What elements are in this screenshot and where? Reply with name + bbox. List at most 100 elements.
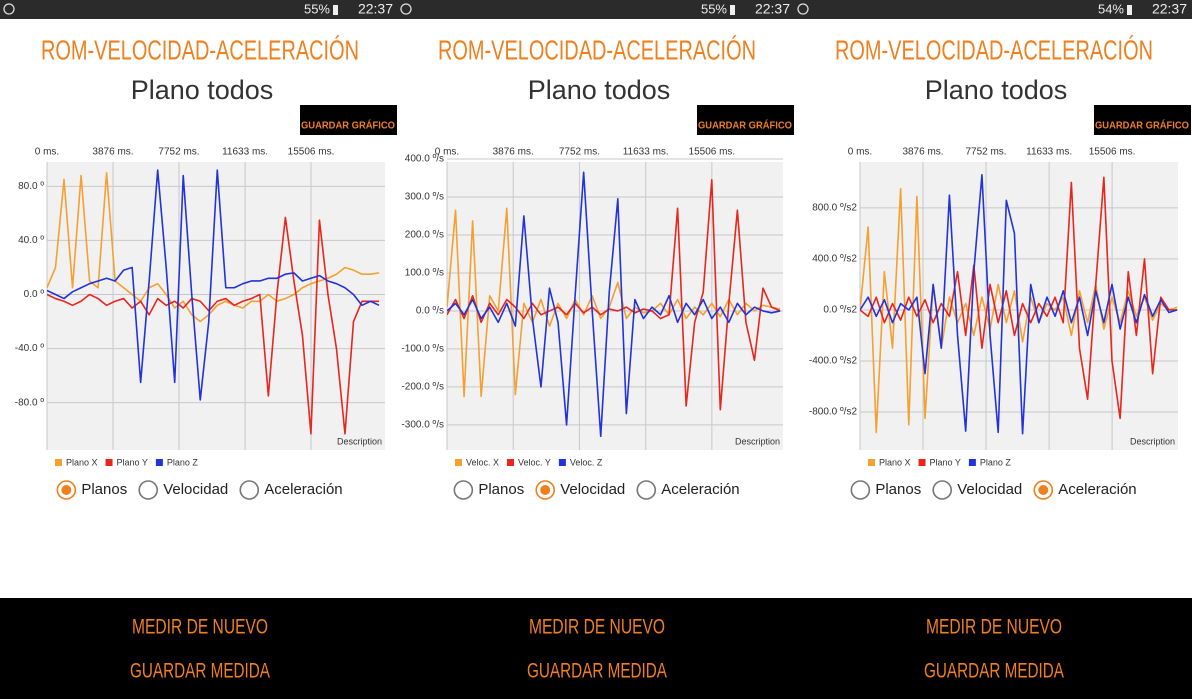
x-tick-label: 15506 ms.	[1089, 147, 1136, 158]
legend-swatch	[868, 459, 875, 466]
action-button[interactable]: GUARDAR MEDIDA	[130, 660, 270, 683]
legend-swatch	[919, 459, 926, 466]
app-title: ROM-VELOCIDAD-ACELERACIÓN	[835, 34, 1153, 65]
radio-circle[interactable]	[637, 481, 655, 499]
y-tick-label: 100.0 º/s	[405, 268, 444, 279]
screens: 55% 22:37 ROM-VELOCIDAD-ACELERACIÓN Plano t…	[0, 0, 1192, 699]
x-tick-label: 11633 ms.	[1026, 147, 1072, 158]
radio-option[interactable]: Aceleración	[1034, 481, 1136, 499]
radio-label[interactable]: Planos	[478, 481, 524, 498]
legend-label: Veloc. Z	[570, 457, 603, 467]
radio-option[interactable]: Planos	[851, 481, 921, 499]
radio-dot[interactable]	[1038, 485, 1048, 495]
app-title: ROM-VELOCIDAD-ACELERACIÓN	[41, 34, 359, 65]
radio-label[interactable]: Velocidad	[163, 481, 228, 498]
status-bar-bg	[0, 0, 1192, 19]
x-tick-label: 3876 ms.	[493, 147, 534, 158]
y-tick-label: 0.0 º	[24, 289, 45, 300]
radio-dot[interactable]	[61, 485, 71, 495]
x-tick-label: 15506 ms.	[689, 147, 736, 158]
radio-label[interactable]: Velocidad	[560, 481, 625, 498]
radio-option[interactable]: Velocidad	[536, 481, 625, 499]
radio-dot[interactable]	[540, 485, 550, 495]
legend-label: Plano Z	[167, 457, 199, 467]
y-tick-label: -80.0 º	[15, 397, 45, 408]
radio-label[interactable]: Velocidad	[957, 481, 1022, 498]
legend-swatch	[106, 459, 113, 466]
x-tick-label: 3876 ms.	[902, 147, 943, 158]
button-label[interactable]: GUARDAR GRÁFICO	[698, 119, 792, 132]
chart-description: Description	[337, 436, 382, 446]
save-chart-button[interactable]: GUARDAR GRÁFICO	[300, 105, 397, 135]
legend-label: Plano Z	[980, 457, 1012, 467]
action-button[interactable]: MEDIR DE NUEVO	[529, 616, 665, 639]
clock: 22:37	[1152, 1, 1187, 17]
y-tick-label: 400.0 º/s	[405, 154, 444, 165]
radio-option[interactable]: Aceleración	[240, 481, 342, 499]
battery-icon	[730, 5, 735, 15]
y-tick-label: 200.0 º/s	[405, 230, 444, 241]
x-tick-label: 0 ms.	[35, 147, 59, 158]
y-tick-label: -400.0 º/s2	[809, 356, 858, 367]
action-button[interactable]: MEDIR DE NUEVO	[926, 616, 1062, 639]
radio-option[interactable]: Velocidad	[139, 481, 228, 499]
y-tick-label: 300.0 º/s	[405, 192, 444, 203]
radio-circle[interactable]	[139, 481, 157, 499]
radio-group: Planos Velocidad Aceleración	[57, 481, 342, 499]
radio-option[interactable]: Planos	[57, 481, 127, 499]
clock: 22:37	[358, 1, 393, 17]
y-tick-label: 0.0 º/s2	[823, 305, 857, 316]
x-tick-label: 15506 ms.	[288, 147, 335, 158]
y-tick-label: -200.0 º/s	[401, 382, 444, 393]
y-tick-label: -300.0 º/s	[401, 420, 444, 431]
action-button[interactable]: GUARDAR MEDIDA	[924, 660, 1064, 683]
button-label[interactable]: GUARDAR GRÁFICO	[301, 119, 395, 132]
legend-swatch	[55, 459, 62, 466]
radio-circle[interactable]	[851, 481, 869, 499]
x-tick-label: 7752 ms.	[965, 147, 1006, 158]
chart-description: Description	[1130, 436, 1175, 446]
radio-label[interactable]: Aceleración	[1058, 481, 1136, 498]
legend-label: Plano Y	[117, 457, 148, 467]
y-tick-label: 80.0 º	[18, 181, 44, 192]
legend-label: Veloc. X	[466, 457, 499, 467]
subtitle: Plano todos	[528, 75, 671, 105]
battery-level: 54%	[1098, 1, 1124, 16]
y-tick-label: -40.0 º	[15, 343, 45, 354]
radio-label[interactable]: Planos	[875, 481, 921, 498]
radio-label[interactable]: Aceleración	[661, 481, 739, 498]
battery-icon	[1127, 5, 1132, 15]
radio-option[interactable]: Velocidad	[933, 481, 1022, 499]
phone-screen: 55%22:37ROM-VELOCIDAD-ACELERACIÓNPlano t…	[401, 1, 794, 683]
battery-level: 55%	[304, 1, 330, 16]
legend-label: Plano X	[66, 457, 98, 467]
chart-description: Description	[735, 436, 780, 446]
action-button[interactable]: MEDIR DE NUEVO	[132, 616, 268, 639]
legend-label: Plano Y	[930, 457, 961, 467]
radio-circle[interactable]	[933, 481, 951, 499]
legend-label: Veloc. Y	[518, 457, 551, 467]
battery-level: 55%	[701, 1, 727, 16]
y-tick-label: 0.0 º/s	[416, 306, 444, 317]
save-chart-button[interactable]: GUARDAR GRÁFICO	[697, 105, 794, 135]
radio-group: Planos Velocidad Aceleración	[851, 481, 1136, 499]
radio-circle[interactable]	[240, 481, 258, 499]
radio-label[interactable]: Planos	[81, 481, 127, 498]
save-chart-button[interactable]: GUARDAR GRÁFICO	[1094, 105, 1191, 135]
x-tick-label: 11633 ms.	[623, 147, 669, 158]
battery-icon	[333, 5, 338, 15]
y-tick-label: 800.0 º/s2	[812, 203, 857, 214]
y-tick-label: 400.0 º/s2	[812, 254, 857, 265]
action-button[interactable]: GUARDAR MEDIDA	[527, 660, 667, 683]
legend-swatch	[507, 459, 514, 466]
legend-label: Plano X	[879, 457, 911, 467]
y-tick-label: -800.0 º/s2	[809, 407, 858, 418]
radio-label[interactable]: Aceleración	[264, 481, 342, 498]
radio-circle[interactable]	[454, 481, 472, 499]
legend-swatch	[559, 459, 566, 466]
radio-option[interactable]: Aceleración	[637, 481, 739, 499]
button-label[interactable]: GUARDAR GRÁFICO	[1095, 119, 1189, 132]
radio-option[interactable]: Planos	[454, 481, 524, 499]
